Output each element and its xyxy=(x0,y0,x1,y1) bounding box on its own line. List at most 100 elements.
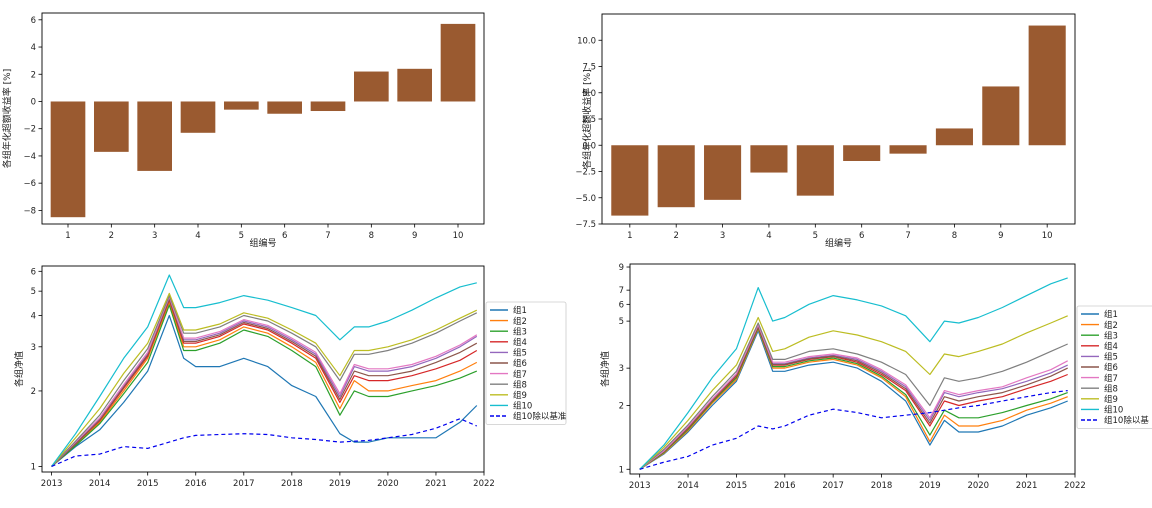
y-tick-label: 7 xyxy=(619,286,624,296)
y-tick-label: 2 xyxy=(31,387,36,397)
y-tick-label: 6 xyxy=(31,267,36,277)
y-tick-label: 1 xyxy=(31,462,36,472)
y-tick-label: 2 xyxy=(619,401,624,411)
series-line-6 xyxy=(51,298,478,467)
y-axis-label: 各组净值 xyxy=(599,351,611,387)
legend-box xyxy=(485,301,567,425)
y-tick-label: 5 xyxy=(31,287,36,297)
plot-frame xyxy=(41,12,485,225)
bar-6 xyxy=(843,145,881,161)
x-tick-label: 2013 xyxy=(41,479,63,489)
legend-label: 组6 xyxy=(1104,362,1118,373)
series-line-11 xyxy=(639,390,1068,470)
y-tick-label: 6 xyxy=(31,16,36,26)
x-tick-label: 2022 xyxy=(1064,481,1086,491)
y-axis-label: 各组年化超额收益率 [%] xyxy=(581,69,593,168)
y-tick-label: 7.5 xyxy=(582,63,596,73)
y-tick-label: 4 xyxy=(31,311,36,321)
legend-label: 组10 xyxy=(1104,405,1123,416)
series-line-10 xyxy=(639,277,1068,470)
series-line-2 xyxy=(639,328,1068,470)
y-axis-label: 各组年化超额收益率 [%] xyxy=(1,69,13,168)
series-line-8 xyxy=(51,295,478,467)
line-chart-right: 1 2 3 5 6 7 9 2013 2014 2015 2016 2017 2018 2019 2020 2… xyxy=(599,263,1152,491)
legend-label: 组5 xyxy=(1104,352,1118,363)
legend-label: 组3 xyxy=(513,326,527,337)
bar-1 xyxy=(611,145,649,216)
legend-label: 组9 xyxy=(1104,394,1118,405)
x-tick-label: 2014 xyxy=(89,479,111,489)
legend-label: 组6 xyxy=(513,358,527,369)
y-tick-label: −5.0 xyxy=(575,194,596,204)
series-line-5 xyxy=(51,297,478,467)
legend-label: 组3 xyxy=(1104,330,1118,341)
series-line-10 xyxy=(51,274,477,467)
bar-3 xyxy=(137,101,172,171)
y-tick-label: 6 xyxy=(619,300,624,310)
bar-4 xyxy=(750,145,788,173)
x-tick-label: 2 xyxy=(673,231,678,241)
bar-10 xyxy=(440,23,476,102)
x-tick-label: 2016 xyxy=(774,481,796,491)
bar-4 xyxy=(180,101,216,133)
legend-label: 组1 xyxy=(513,305,527,316)
series-line-2 xyxy=(51,302,478,467)
legend-label: 组8 xyxy=(1104,383,1118,394)
x-tick-label: 2021 xyxy=(1016,481,1038,491)
bar-9 xyxy=(982,86,1020,146)
series-line-7 xyxy=(51,296,478,467)
legend-label: 组7 xyxy=(513,369,527,380)
bar-2 xyxy=(657,145,695,208)
x-axis-label: 组编号 xyxy=(825,237,852,249)
bar-10 xyxy=(1028,25,1066,146)
x-tick-label: 2019 xyxy=(919,481,941,491)
y-tick-label: −2.5 xyxy=(575,168,596,178)
y-tick-label: −7.5 xyxy=(575,220,596,230)
series-line-9 xyxy=(51,292,478,467)
legend-label: 组7 xyxy=(1104,373,1118,384)
x-tick-label: 2017 xyxy=(233,479,255,489)
series-line-4 xyxy=(51,299,478,467)
x-tick-label: 7 xyxy=(905,231,910,241)
y-tick-label: 2.5 xyxy=(582,115,596,125)
bar-3 xyxy=(704,145,742,200)
x-tick-label: 6 xyxy=(859,231,864,241)
y-tick-label: 5.0 xyxy=(582,89,596,99)
y-axis-label: 各组净值 xyxy=(13,351,25,387)
x-tick-label: 5 xyxy=(813,231,818,241)
x-tick-label: 2018 xyxy=(871,481,893,491)
series-line-5 xyxy=(639,325,1068,470)
y-tick-label: 0 xyxy=(31,97,36,107)
plot-frame xyxy=(629,263,1076,475)
legend-label: 组9 xyxy=(513,390,527,401)
y-tick-label: 1 xyxy=(619,465,624,475)
bar-5 xyxy=(796,145,834,196)
x-tick-label: 1 xyxy=(65,231,70,241)
series-line-9 xyxy=(639,315,1068,470)
x-axis-label: 组编号 xyxy=(249,237,276,249)
x-tick-label: 2019 xyxy=(329,479,351,489)
x-tick-label: 2018 xyxy=(281,479,303,489)
x-tick-label: 2 xyxy=(109,231,114,241)
series-line-3 xyxy=(639,327,1068,470)
x-tick-label: 9 xyxy=(998,231,1003,241)
x-tick-label: 2020 xyxy=(967,481,989,491)
x-tick-label: 2015 xyxy=(726,481,748,491)
bar-6 xyxy=(267,101,302,114)
y-tick-label: 5 xyxy=(619,317,624,327)
x-tick-label: 2017 xyxy=(822,481,844,491)
legend-label: 组10 xyxy=(513,401,532,412)
y-tick-label: −8 xyxy=(23,206,36,216)
x-tick-label: 2014 xyxy=(677,481,699,491)
y-tick-label: 2 xyxy=(31,70,36,80)
bar-7 xyxy=(889,145,927,154)
x-tick-label: 3 xyxy=(152,231,157,241)
x-tick-label: 2016 xyxy=(185,479,207,489)
x-tick-label: 2013 xyxy=(629,481,651,491)
x-tick-label: 10 xyxy=(1042,231,1053,241)
x-tick-label: 1 xyxy=(627,231,632,241)
series-line-7 xyxy=(639,324,1068,470)
bar-8 xyxy=(935,128,973,146)
legend-label: 组4 xyxy=(1104,341,1118,352)
